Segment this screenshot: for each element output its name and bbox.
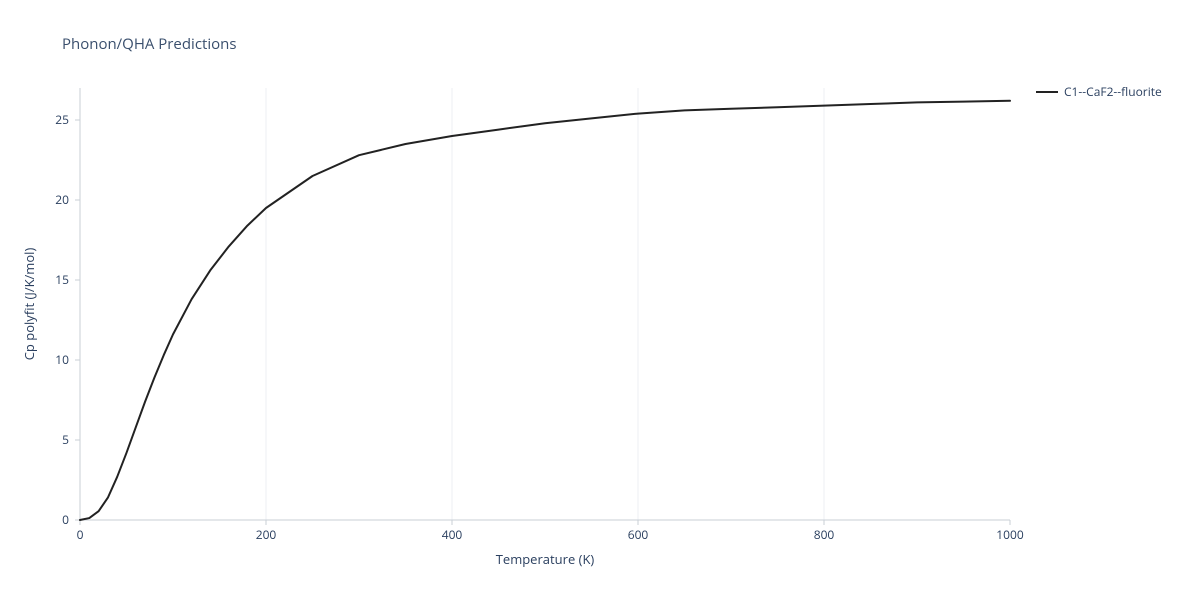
y-tick-label: 25 bbox=[55, 111, 69, 128]
chart-svg[interactable]: 0 200 400 600 800 1000 0 5 10 15 20 25 Temperature (… bbox=[0, 0, 1200, 600]
x-tick-label: 600 bbox=[628, 526, 649, 543]
x-tick-label: 0 bbox=[77, 526, 84, 543]
y-tick-label: 15 bbox=[55, 271, 69, 288]
series-line[interactable] bbox=[80, 101, 1010, 520]
y-tick-label: 10 bbox=[55, 351, 69, 368]
x-tick-label: 1000 bbox=[996, 526, 1024, 543]
chart-container: Phonon/QHA Predictions 02004006008001000… bbox=[0, 0, 1200, 600]
y-tick-label: 5 bbox=[62, 431, 69, 448]
legend-label[interactable]: C1--CaF2--fluorite bbox=[1064, 83, 1162, 100]
y-tick-label: 0 bbox=[62, 511, 69, 528]
x-tick-label: 800 bbox=[814, 526, 835, 543]
y-axis-label: Cp polyfit (J/K/mol) bbox=[20, 248, 38, 361]
y-tick-label: 20 bbox=[55, 191, 69, 208]
x-tick-label: 400 bbox=[442, 526, 463, 543]
x-tick-label: 200 bbox=[256, 526, 277, 543]
x-axis-label: Temperature (K) bbox=[496, 550, 595, 568]
